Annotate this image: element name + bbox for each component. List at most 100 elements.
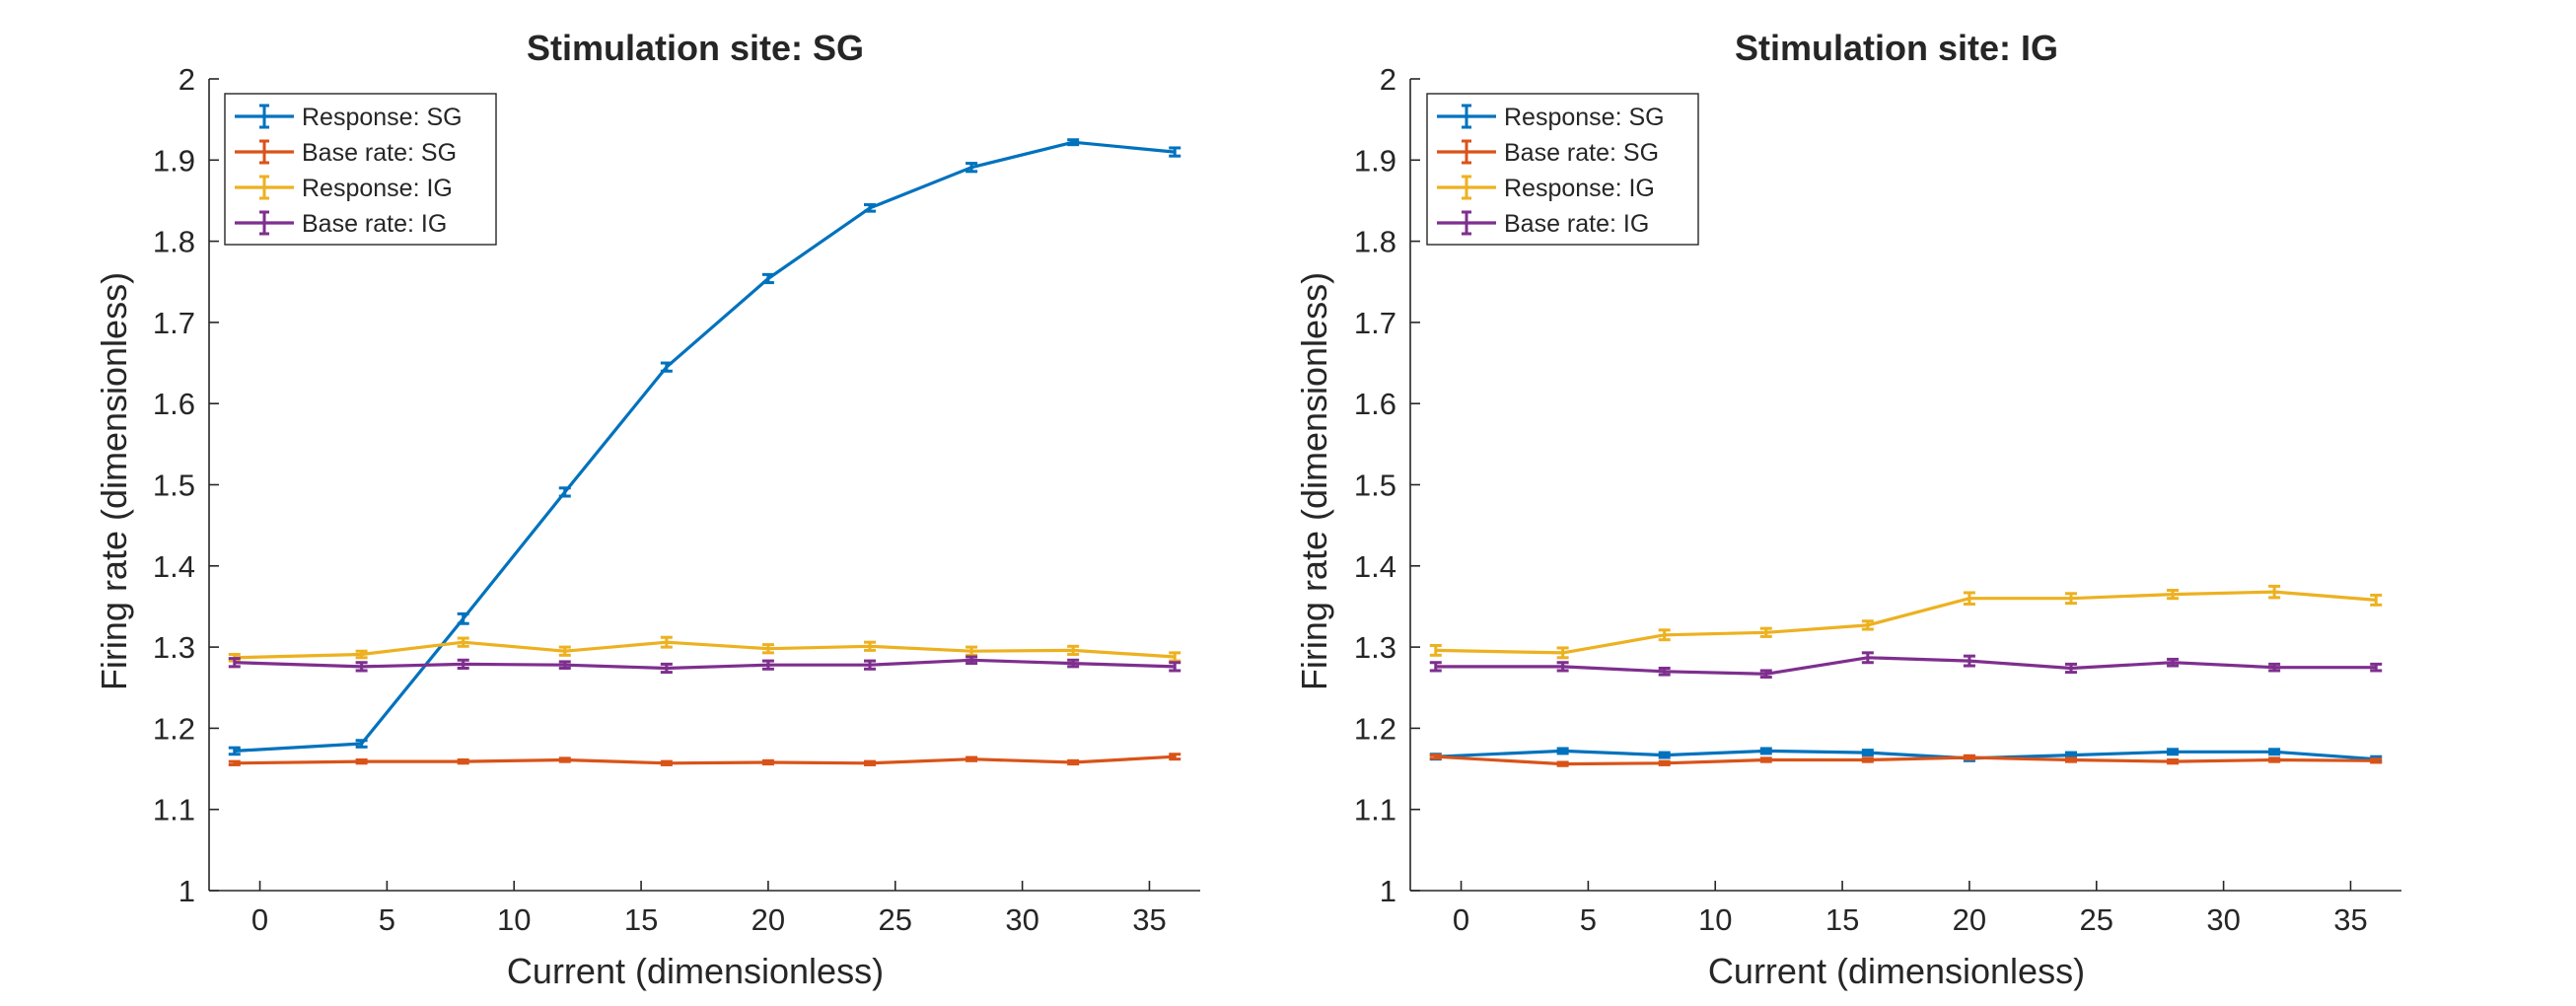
data-point [558,660,571,670]
data-point [2370,757,2383,764]
series-base-rate-sg [228,753,1181,766]
data-point [1861,619,1874,631]
series-base-rate-sg [1429,754,2383,767]
legend-box [1426,93,1699,246]
series-line [1435,754,2377,766]
data-point [2167,588,2180,601]
chart-title: Stimulation site: SG [527,28,864,68]
legend-label: Response: IG [1504,175,1655,202]
data-point [355,661,368,673]
y-tick-label: 1.2 [153,711,195,746]
data-point [457,658,469,670]
data-point [1556,661,1569,673]
y-tick-label: 1.7 [153,306,195,340]
data-point [1169,753,1181,761]
data-point [966,755,978,762]
data-point [1759,756,1772,763]
data-point [761,758,774,766]
y-tick-label: 1.5 [153,468,195,503]
series-line [1435,590,2377,655]
y-tick-label: 1 [179,874,195,908]
data-point [2268,748,2281,756]
y-tick-label: 1.2 [1354,711,1396,746]
legend-label: Base rate: SG [1504,139,1659,167]
data-point [457,757,469,765]
legend-label: Base rate: SG [302,139,457,167]
y-tick-label: 1.8 [153,225,195,259]
chart-panel-ig: Stimulation site: IG Current (dimensionl… [1294,28,2401,991]
series-line [234,658,1176,671]
x-tick-label: 15 [624,902,658,937]
data-point [457,636,469,648]
x-tick-label: 35 [1132,902,1166,937]
data-point [1963,654,1975,668]
data-point [864,759,876,766]
y-tick-label: 1.9 [1354,143,1396,178]
legend-label: Response: IG [302,175,453,202]
data-point [1067,138,1080,147]
y-axis-label: Firing rate (dimensionless) [1294,272,1334,690]
data-point [1169,146,1181,158]
series-response-sg [228,138,1181,756]
y-tick-label: 1.7 [1354,306,1396,340]
data-point [1429,754,1442,760]
legend-item: Response: SG [1437,104,1665,131]
data-point [761,272,774,285]
y-tick-label: 1.8 [1354,225,1396,259]
chart-panel-sg: Stimulation site: SG Current (dimensionl… [94,28,1200,991]
data-point [1429,661,1442,673]
data-point [2065,592,2077,606]
legend-box [224,93,497,246]
data-point [864,640,876,652]
x-axis-label: Current (dimensionless) [1708,951,2085,991]
x-tick-label: 15 [1825,902,1859,937]
legend-item: Base rate: SG [235,139,457,167]
data-point [1169,651,1181,663]
series-line [234,140,1176,753]
data-point [558,486,571,498]
x-tick-label: 25 [2080,902,2113,937]
data-point [1169,661,1181,673]
series-line [1435,749,2377,761]
y-tick-label: 1.4 [153,549,195,584]
data-point [1759,747,1772,755]
x-tick-label: 35 [2333,902,2367,937]
data-point [1759,669,1772,680]
data-point [1067,644,1080,657]
data-point [966,162,978,174]
legend-item: Base rate: IG [235,210,447,238]
series-line [234,640,1176,660]
y-tick-label: 2 [179,62,195,97]
y-axis-label: Firing rate (dimensionless) [94,272,134,690]
legend-label: Base rate: IG [1504,210,1649,238]
data-point [228,746,241,756]
legend-item: Response: IG [1437,175,1655,202]
data-point [2268,662,2281,673]
data-point [966,655,978,666]
legend-item: Base rate: IG [1437,210,1649,238]
legend: Response: SG Base rate: SG Response: IG Bas… [1426,93,1699,246]
data-point [2167,657,2180,668]
data-point [228,759,241,766]
data-point [355,739,368,749]
data-point [761,643,774,655]
y-tick-label: 1.6 [153,387,195,421]
data-point [1861,749,1874,757]
data-point [660,759,673,766]
data-point [2268,756,2281,763]
data-point [2370,593,2383,607]
x-tick-label: 0 [251,902,268,937]
x-tick-label: 5 [379,902,395,937]
data-point [864,203,876,213]
data-point [355,757,368,765]
data-point [1067,758,1080,766]
x-tick-label: 20 [1953,902,1986,937]
series-base-rate-ig [1429,651,2383,680]
legend-item: Response: SG [235,104,463,131]
y-tick-label: 1.4 [1354,549,1396,584]
x-tick-label: 10 [497,902,531,937]
y-tick-label: 1.1 [1354,793,1396,827]
data-point [558,756,571,763]
data-point [1963,591,1975,606]
